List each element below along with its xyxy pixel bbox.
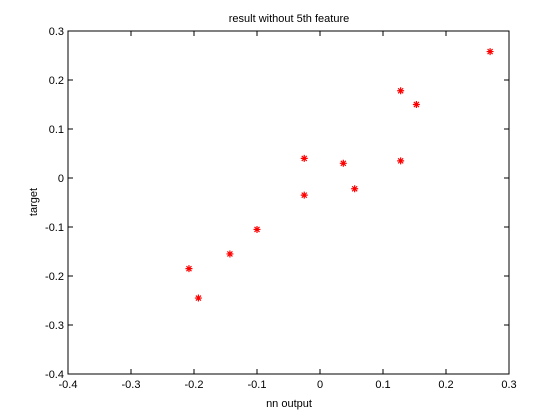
x-tick-label: -0.2: [185, 379, 204, 391]
y-axis: -0.4 -0.3 -0.2 -0.1 0 0.1 0.2 0.3: [45, 26, 509, 381]
x-tick-label: 0.1: [375, 379, 390, 391]
data-point: [339, 159, 347, 167]
data-point: [300, 154, 308, 162]
y-tick-label: -0.3: [45, 320, 64, 332]
x-tick-label: -0.1: [248, 379, 267, 391]
data-point: [397, 157, 405, 165]
data-points: [185, 48, 494, 302]
x-axis-label: nn output: [266, 398, 312, 410]
x-tick-label: 0.3: [501, 379, 516, 391]
data-point: [300, 191, 308, 199]
x-axis: -0.4 -0.3 -0.2 -0.1 0 0.1 0.2 0.3: [59, 31, 517, 391]
data-point: [185, 265, 193, 273]
y-tick-label: 0: [58, 173, 64, 185]
x-tick-label: 0: [317, 379, 323, 391]
data-point: [412, 101, 420, 108]
y-axis-label: target: [28, 188, 40, 216]
y-tick-label: 0.3: [49, 26, 64, 38]
plot-area: [67, 30, 510, 375]
data-point: [397, 87, 405, 95]
x-tick-label: 0.2: [438, 379, 453, 391]
chart-title: result without 5th feature: [229, 13, 349, 25]
y-tick-label: 0.2: [49, 75, 64, 87]
y-tick-label: -0.4: [45, 369, 64, 381]
data-point: [253, 225, 261, 233]
x-tick-label: -0.4: [59, 379, 78, 391]
y-tick-label: -0.1: [45, 222, 64, 234]
x-tick-label: -0.3: [122, 379, 141, 391]
data-point: [351, 185, 359, 193]
data-point: [226, 250, 234, 258]
data-point: [486, 48, 494, 56]
data-point: [194, 294, 202, 302]
y-tick-label: -0.2: [45, 271, 64, 283]
y-tick-label: 0.1: [49, 124, 64, 136]
